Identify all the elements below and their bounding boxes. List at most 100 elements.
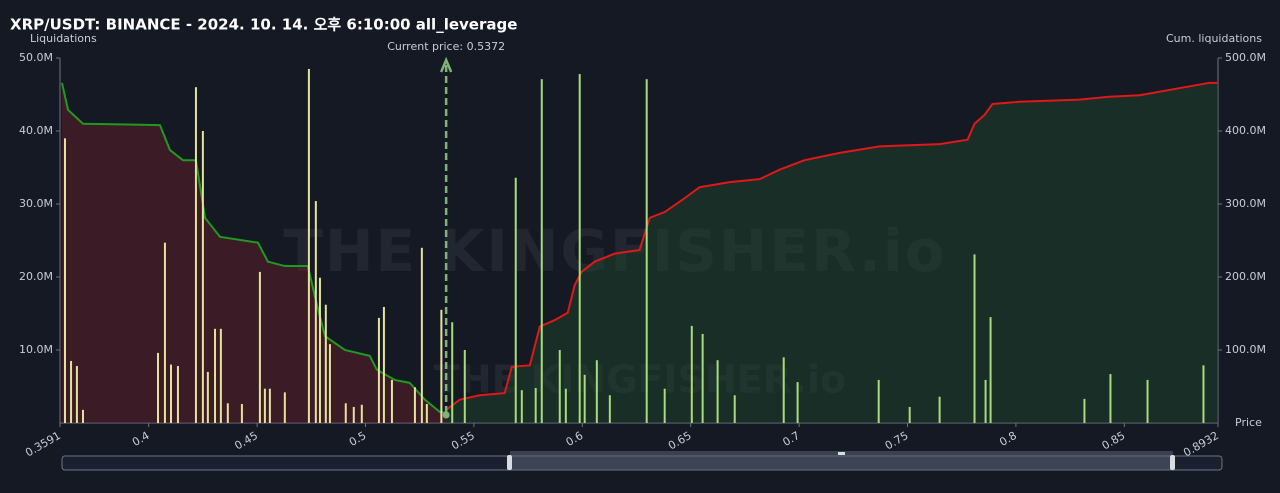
liquidation-bar (314, 201, 317, 423)
liquidation-bar (583, 374, 586, 423)
liquidation-bar (214, 328, 217, 423)
liquidation-bar (163, 242, 166, 423)
y-axis-label: Liquidations (30, 32, 97, 45)
y-tick-label: 20.0M (19, 270, 53, 283)
current-price-arrow (439, 56, 453, 73)
y2-tick-label: 500.0M (1225, 51, 1266, 64)
liquidation-bar (984, 379, 987, 423)
liquidation-bar (938, 396, 941, 423)
liquidation-bar (514, 177, 517, 423)
liquidation-bar (201, 131, 204, 423)
current-price-label: Current price: 0.5372 (387, 40, 505, 53)
scroll-handle[interactable] (1170, 455, 1175, 470)
x-tick-label: 0.45 (232, 429, 260, 453)
liquidation-bar (451, 322, 454, 423)
liquidation-bar (663, 388, 666, 423)
liquidation-bar (558, 350, 561, 423)
liquidation-bar (268, 388, 271, 423)
scroll-grip[interactable] (838, 452, 845, 455)
y2-tick-label: 100.0M (1225, 343, 1266, 356)
y2-tick-label: 300.0M (1225, 197, 1266, 210)
liquidation-bar (156, 352, 159, 423)
x-tick-label: 0.55 (449, 429, 477, 453)
liquidation-bar (258, 271, 261, 423)
liquidation-bar (283, 392, 286, 423)
liquidation-bar (796, 382, 799, 423)
liquidation-bar (701, 333, 704, 423)
liquidation-bar (226, 403, 229, 423)
liquidation-bar (1202, 365, 1205, 423)
x-tick-label: 0.75 (883, 429, 911, 453)
liquidation-bar (413, 387, 416, 423)
x-tick-label: 0.8932 (1181, 429, 1221, 460)
x-axis-label: Price (1235, 416, 1262, 429)
liquidation-bar (75, 366, 78, 423)
x-tick-label: 0.65 (666, 429, 694, 453)
liquidation-bar (440, 309, 443, 423)
x-tick-label: 0.6 (564, 429, 586, 449)
liquidation-bar (520, 390, 523, 423)
scroll-window[interactable] (510, 451, 1173, 470)
liquidation-bar (206, 371, 209, 423)
x-tick-label: 0.4 (130, 429, 152, 449)
liquidation-bar (390, 379, 393, 423)
liquidation-bar (63, 138, 66, 424)
liquidation-bar (908, 406, 911, 423)
y2-tick-label: 400.0M (1225, 124, 1266, 137)
liquidation-bar (352, 406, 355, 423)
liquidation-bar (70, 360, 73, 423)
liquidation-bar (608, 395, 611, 423)
liquidation-bar (219, 328, 222, 423)
liquidation-bar (360, 404, 363, 423)
liquidation-bar (540, 79, 543, 424)
x-tick-label: 0.8 (997, 429, 1019, 449)
liquidation-bar (324, 304, 327, 423)
liquidation-bar (973, 254, 976, 423)
liquidation-bar (690, 325, 693, 423)
y-tick-label: 40.0M (19, 124, 53, 137)
liquidation-bar (463, 350, 466, 423)
liquidation-bar (81, 409, 84, 423)
liquidation-bar (645, 79, 648, 424)
cumulative-line (60, 82, 447, 414)
liquidation-bar (989, 317, 992, 423)
y2-axis-label: Cum. liquidations (1166, 32, 1262, 45)
x-tick-label: 0.7 (780, 429, 802, 449)
liquidation-bar (534, 387, 537, 423)
x-tick-label: 0.3591 (23, 429, 63, 460)
liquidation-bar (1146, 379, 1149, 423)
liquidation-bar (194, 87, 197, 423)
liquidation-bar (170, 364, 173, 423)
liquidation-bar (382, 306, 385, 423)
liquidation-bar (782, 357, 785, 423)
x-tick-label: 0.5 (347, 429, 369, 449)
cumulative-area (61, 82, 447, 423)
y2-tick-label: 200.0M (1225, 270, 1266, 283)
liquidation-bar (716, 360, 719, 423)
liquidation-bar (240, 404, 243, 423)
liquidation-bar (578, 74, 581, 423)
liquidation-bar (318, 277, 321, 423)
y-tick-label: 10.0M (19, 343, 53, 356)
liquidation-bar (377, 317, 380, 423)
cumulative-area (446, 82, 1218, 423)
liquidation-bar (307, 68, 310, 423)
scroll-handle[interactable] (507, 455, 512, 470)
scrollbar[interactable] (61, 451, 1223, 471)
y-tick-label: 30.0M (19, 197, 53, 210)
liquidation-bar (1109, 374, 1112, 423)
liquidation-bar (344, 403, 347, 423)
x-tick-label: 0.85 (1100, 429, 1128, 453)
liquidation-bar (733, 395, 736, 423)
liquidation-bar (263, 388, 266, 423)
liquidation-bar (1083, 398, 1086, 423)
liquidation-bar (595, 360, 598, 423)
liquidation-bar (425, 404, 428, 423)
liquidation-bar (877, 379, 880, 423)
y-tick-label: 50.0M (19, 51, 53, 64)
liquidation-bar (176, 366, 179, 423)
current-price-dot (442, 411, 450, 419)
liquidation-bar (420, 247, 423, 423)
cumulative-line (445, 81, 1218, 411)
